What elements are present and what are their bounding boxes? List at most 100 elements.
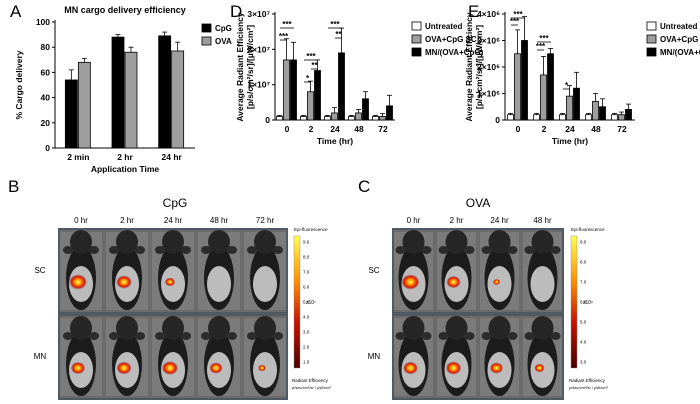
fluorescence-signal [445, 361, 462, 375]
y-tick-label: 2×10⁶ [477, 62, 500, 72]
bar [507, 114, 514, 121]
colorbar-footer: Radiant Efficiency [292, 378, 329, 383]
fluorescence-signal [489, 362, 504, 374]
colorbar-tick: 4.0 [580, 340, 587, 345]
legend-swatch [646, 47, 657, 57]
y-tick-label: 20 [41, 118, 51, 128]
mouse-paw [89, 332, 99, 340]
imaging-b: CpG 0 hr 2 hr 24 hr 48 hr 72 hr SC MN Epi-fluore… [34, 196, 332, 400]
colorbar-title: Epi-fluorescence [571, 227, 605, 232]
mouse [201, 316, 237, 396]
colorbar-tick: 7.0 [580, 280, 587, 285]
mouse-belly [253, 266, 277, 302]
mouse-head [445, 230, 468, 254]
imaging-c: OVA 0 hr 2 hr 24 hr 48 hr SC MN Epi-fluorescenc… [368, 196, 609, 400]
panel-letter-d: D [230, 2, 242, 21]
bar [338, 52, 345, 121]
chart-e: 0 1×10⁶ 2×10⁶ 3×10⁶ 4×10⁶ 0 2 24 48 72 Time (hr) Av… [464, 9, 700, 146]
mouse-head [116, 316, 138, 340]
mouse-head [445, 316, 468, 340]
bar [111, 36, 125, 149]
legend-swatch [646, 21, 657, 31]
significance-label: *** [539, 34, 549, 43]
bar [514, 53, 521, 121]
y-tick-label: 4×10⁶ [477, 9, 500, 19]
mouse-paw [135, 332, 145, 340]
y-tick-label: 40 [41, 93, 51, 103]
x-tick-label: 0 [285, 124, 290, 134]
y-tick-label: 1×10⁶ [477, 89, 500, 99]
bar [171, 50, 185, 149]
mouse-paw [550, 246, 561, 254]
imaging-title: CpG [163, 196, 188, 210]
colorbar-tick: 5.0 [303, 300, 310, 305]
bar [566, 95, 573, 121]
fluorescence-signal [401, 274, 420, 290]
mouse [395, 316, 432, 396]
x-tick-label: 24 [330, 124, 340, 134]
fluorescence-signal [258, 364, 266, 372]
bar [547, 53, 554, 121]
y-axis-label-units: [p/s/cm²/sr]/[µW/cm²] [474, 25, 484, 109]
mouse [481, 230, 518, 310]
mouse-head [70, 316, 92, 340]
fluorescence-signal [161, 361, 179, 375]
significance-label: *** [306, 52, 316, 61]
chart-a: 0 20 40 60 80 100 2 min 2 hr 24 hr MN cargo deliv… [14, 5, 232, 174]
bar [77, 61, 91, 149]
legend-swatch [411, 47, 422, 57]
mouse-paw [464, 246, 475, 254]
time-label: 72 hr [256, 216, 275, 225]
legend-swatch [201, 23, 212, 33]
time-label: 48 hr [533, 216, 552, 225]
mouse-head [208, 316, 230, 340]
significance-label: * [306, 74, 310, 83]
x-tick-label: 2 [542, 124, 547, 134]
bar [585, 114, 592, 121]
row-label: MN [34, 352, 47, 361]
legend-label: OVA [215, 37, 232, 46]
mouse-head [402, 316, 425, 340]
bar [283, 59, 290, 121]
mouse-head [70, 230, 92, 254]
colorbar-tick: 4.0 [303, 315, 310, 320]
legend-swatch [411, 34, 422, 44]
significance-label: *** [510, 17, 520, 26]
y-tick-label: 60 [41, 67, 51, 77]
colorbar-units: p/sec/cm²/sr / µW/cm² [569, 385, 609, 390]
mouse-paw [227, 332, 237, 340]
y-tick-label: 3×10⁷ [247, 9, 270, 19]
mouse [247, 230, 283, 310]
time-label: 24 hr [490, 216, 509, 225]
bar [611, 114, 618, 121]
bar [307, 91, 314, 121]
mouse-paw [227, 246, 237, 254]
mouse-paw [395, 332, 406, 340]
bar [355, 112, 362, 121]
bar [625, 109, 632, 121]
mouse-paw [63, 332, 73, 340]
x-tick-label: 2 min [67, 152, 89, 162]
colorbar-exponent: x10⁷ [306, 300, 316, 306]
significance-label: *** [282, 20, 292, 29]
legend-swatch [201, 36, 212, 46]
mouse-paw [481, 246, 492, 254]
bar [592, 101, 599, 121]
mouse-paw [181, 332, 191, 340]
legend-label: Untreated [425, 22, 462, 31]
mouse-paw [438, 246, 449, 254]
y-tick-label: 0 [265, 115, 270, 125]
y-tick-label: 2×10⁷ [247, 44, 270, 54]
panel-letter-b: B [8, 177, 19, 196]
bar [314, 70, 321, 121]
mouse-head [162, 230, 184, 254]
colorbar-units: p/sec/cm²/sr / µW/cm² [292, 385, 332, 390]
fluorescence-signal [116, 361, 132, 375]
mouse [63, 316, 99, 396]
row-label: SC [34, 266, 45, 275]
mouse-head [488, 316, 511, 340]
time-label: 24 hr [164, 216, 183, 225]
significance-label: * [565, 81, 569, 90]
y-axis-label: Average Radiant Efficiency [235, 12, 245, 122]
panel-letter-e: E [468, 2, 479, 21]
